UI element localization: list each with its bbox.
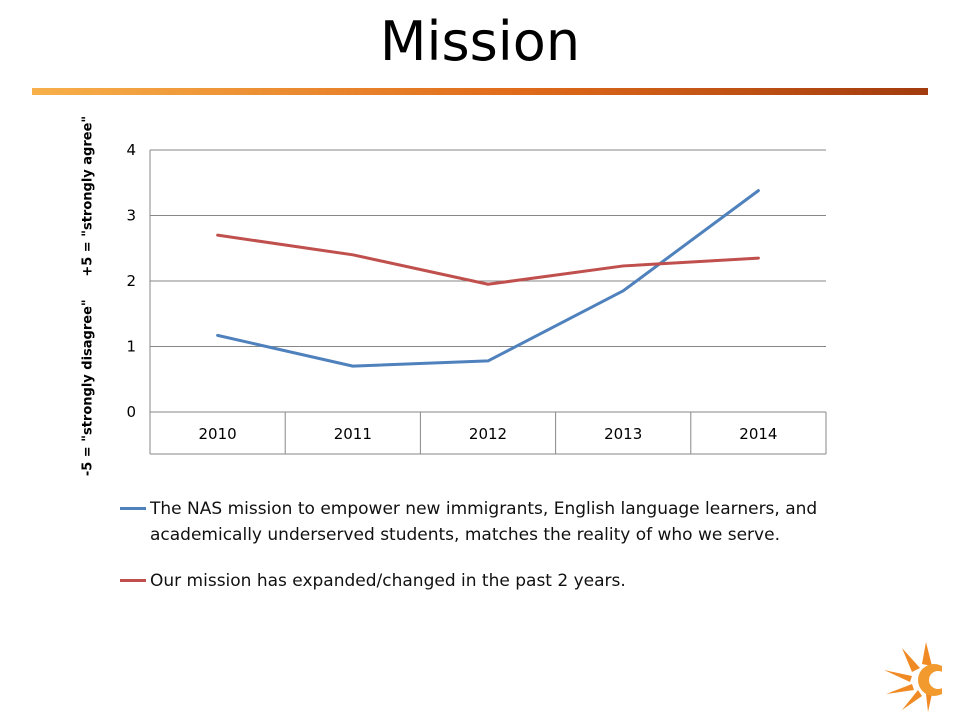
x-tick-label-2010: 2010 (199, 425, 237, 443)
y-tick-label-0: 0 (126, 403, 136, 421)
legend-item-series-2: Our mission has expanded/changed in the … (120, 568, 840, 594)
legend-swatch-series-2 (120, 579, 146, 582)
x-tick-label-2011: 2011 (334, 425, 372, 443)
legend-swatch-series-1 (120, 507, 146, 510)
y-tick-label-4: 4 (126, 141, 136, 159)
legend-item-series-1: The NAS mission to empower new immigrant… (120, 496, 840, 548)
x-tick-label-2013: 2013 (604, 425, 642, 443)
legend-label-series-1: The NAS mission to empower new immigrant… (150, 499, 818, 545)
y-tick-label-2: 2 (126, 272, 136, 290)
x-tick-label-2014: 2014 (739, 425, 777, 443)
y-tick-label-1: 1 (126, 338, 136, 356)
series-line-2 (216, 233, 760, 286)
y-axis-label: -5 = "strongly disagree" +5 = "strongly … (80, 115, 96, 477)
series-line-1 (216, 189, 760, 368)
legend-label-series-2: Our mission has expanded/changed in the … (150, 571, 626, 591)
y-tick-label-3: 3 (126, 207, 136, 225)
sun-logo-icon (884, 642, 942, 712)
slide-title: Mission (379, 10, 581, 73)
x-tick-label-2012: 2012 (469, 425, 507, 443)
chart-legend: The NAS mission to empower new immigrant… (120, 496, 840, 614)
title-rule (32, 88, 928, 95)
